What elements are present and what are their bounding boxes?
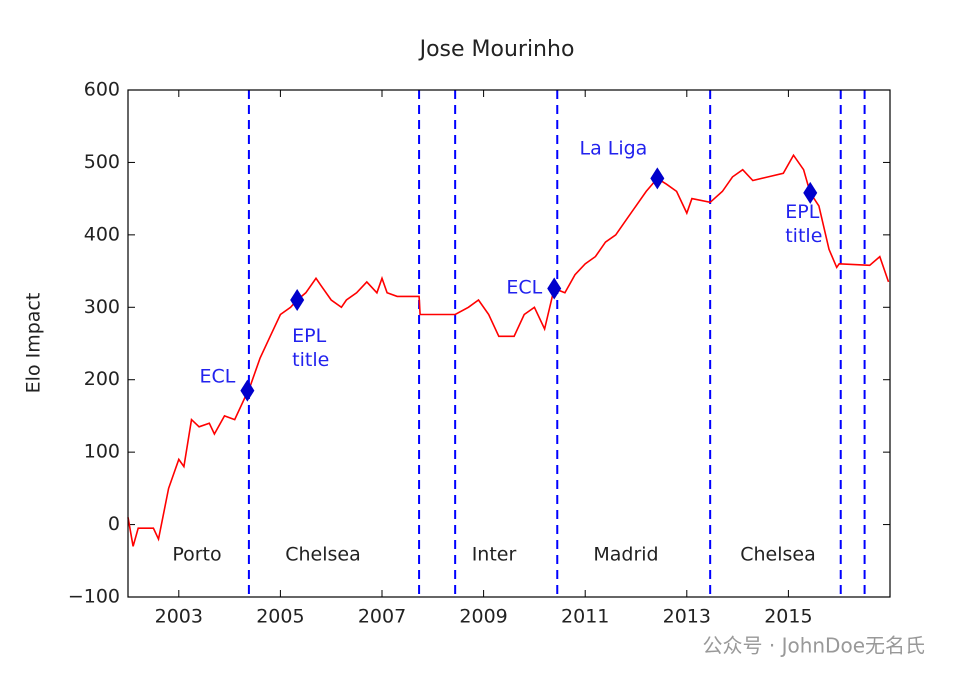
y-tick-label: 100 xyxy=(84,441,120,463)
x-tick-label: 2011 xyxy=(561,606,609,628)
club-label: Chelsea xyxy=(285,544,361,566)
club-label: Porto xyxy=(172,544,221,566)
y-tick-label: 0 xyxy=(108,513,120,535)
plot-frame xyxy=(127,89,891,598)
x-tick-label: 2005 xyxy=(256,606,304,628)
event-label-line: ECL xyxy=(200,365,236,387)
x-tick-label: 2003 xyxy=(155,606,203,628)
event-label-line: title xyxy=(292,349,329,371)
y-tick-label: −100 xyxy=(68,586,120,608)
x-tick-label: 2007 xyxy=(358,606,406,628)
y-tick-label: 300 xyxy=(84,296,120,318)
event-label: ECL xyxy=(506,276,542,298)
y-tick-label: 500 xyxy=(84,151,120,173)
y-tick-label: 400 xyxy=(84,223,120,245)
event-label-line: La Liga xyxy=(579,137,647,159)
x-tick-label: 2013 xyxy=(663,606,711,628)
event-marker xyxy=(650,167,665,190)
club-label: Chelsea xyxy=(740,544,816,566)
event-label: EPL title xyxy=(292,325,329,371)
event-marker xyxy=(803,181,818,204)
event-label: La Liga xyxy=(579,137,647,159)
series-line xyxy=(127,153,890,547)
event-label-line: ECL xyxy=(506,276,542,298)
x-tick-label: 2009 xyxy=(459,606,507,628)
x-tick-label: 2015 xyxy=(764,606,812,628)
event-label-line: EPL xyxy=(785,200,819,222)
club-label: Inter xyxy=(472,544,517,566)
y-tick-label: 600 xyxy=(84,79,120,101)
chart-title: Jose Mourinho xyxy=(418,37,575,62)
event-marker xyxy=(240,379,255,402)
event-label-line: title xyxy=(785,224,822,246)
event-label: ECL xyxy=(200,365,236,387)
club-label: Madrid xyxy=(593,544,658,566)
event-marker xyxy=(290,289,305,312)
event-marker xyxy=(547,277,562,300)
event-label: EPL title xyxy=(785,200,822,246)
event-label-line: EPL xyxy=(292,325,326,347)
watermark: 公众号 · JohnDoe无名氏 xyxy=(703,634,926,658)
y-tick-label: 200 xyxy=(84,368,120,390)
y-axis-label: Elo Impact xyxy=(23,293,45,394)
